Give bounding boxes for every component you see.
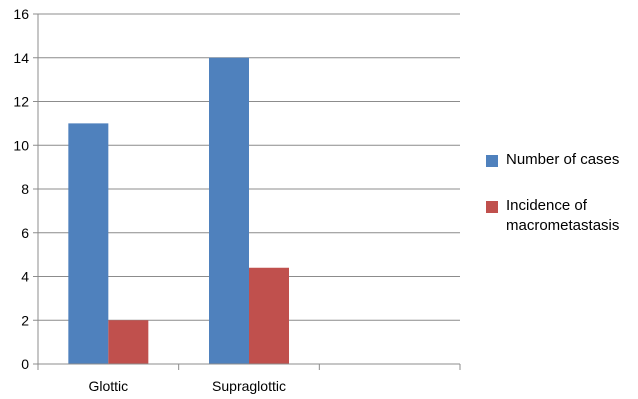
legend-swatch-blue: [486, 155, 498, 167]
legend-item-incidence-of-macrometastasis: Incidence of macrometastasis: [486, 196, 636, 236]
bar-number-of-cases: [68, 123, 109, 364]
y-tick-label: 16: [13, 6, 29, 22]
y-tick-label: 4: [21, 269, 29, 285]
legend: Number of cases Incidence of macrometast…: [486, 150, 636, 262]
legend-label: Number of cases: [506, 151, 620, 168]
x-category-label: Glottic: [88, 378, 128, 394]
y-tick-label: 14: [13, 50, 29, 66]
bar-number-of-cases: [209, 57, 249, 364]
bars: [68, 57, 289, 364]
axes: [37, 14, 461, 370]
y-tick-label: 10: [13, 137, 29, 153]
y-tick-label: 6: [21, 225, 29, 241]
y-tick-label: 8: [21, 181, 29, 197]
y-tick-label: 2: [21, 312, 29, 328]
y-axis-ticks: 0 2 4 6 8 10 12 14 16: [13, 6, 38, 372]
legend-label: Incidence of macrometastasis: [506, 197, 620, 234]
bar-incidence-of-macrometastasis: [108, 320, 149, 364]
y-tick-label: 12: [13, 94, 29, 110]
x-category-label: Supraglottic: [212, 378, 286, 394]
bar-incidence-of-macrometastasis: [249, 267, 289, 364]
legend-swatch-red: [486, 201, 498, 213]
y-tick-label: 0: [21, 356, 29, 372]
legend-item-number-of-cases: Number of cases: [486, 150, 636, 170]
x-axis-labels: Glottic Supraglottic: [88, 378, 285, 394]
